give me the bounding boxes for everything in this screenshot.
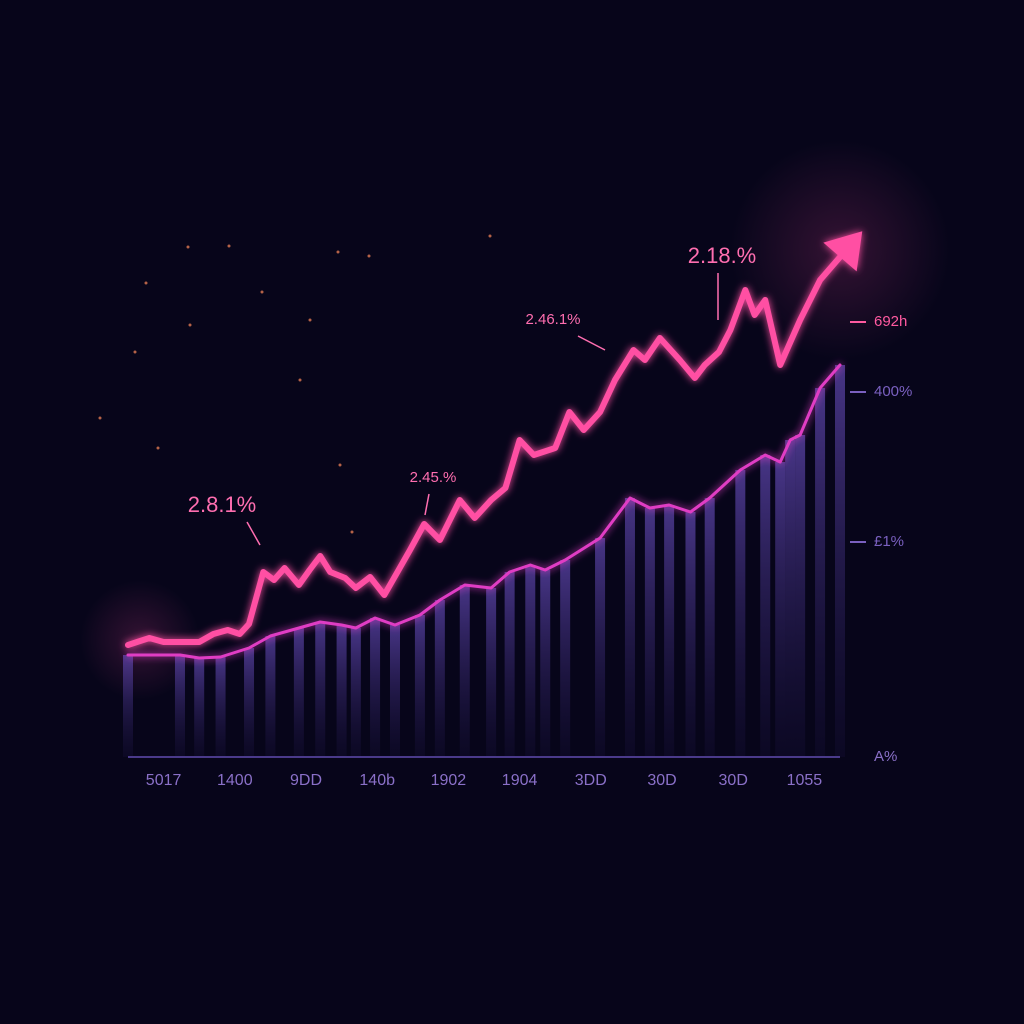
sparkles [98, 234, 492, 534]
column [525, 565, 536, 757]
column [560, 560, 571, 757]
column [414, 615, 425, 757]
annotation: 2.46.1% [525, 311, 580, 328]
x-tick-label: 5017 [146, 772, 182, 789]
column [785, 440, 796, 757]
column [459, 585, 470, 757]
column [595, 538, 606, 757]
column [775, 462, 786, 757]
column [390, 625, 400, 757]
column [815, 388, 826, 757]
column [265, 636, 276, 757]
secondary-line [126, 363, 842, 660]
column [215, 657, 226, 757]
y-tick-label: £1% [874, 533, 904, 550]
y-tick-label: 400% [874, 383, 912, 400]
x-tick-label: 140b [359, 772, 395, 789]
column [434, 600, 445, 757]
annotation-leader [424, 493, 430, 516]
annotation: 2.45.% [410, 469, 457, 486]
column [194, 658, 205, 757]
annotation: 2.8.1% [188, 492, 257, 517]
column [644, 508, 655, 757]
x-tick-label: 1055 [787, 772, 823, 789]
annotations: 2.8.1% 2.45.% 2.46.1% 2.18.% [188, 243, 757, 546]
column [486, 588, 497, 757]
x-tick-label: 9DD [290, 772, 322, 789]
main-line [125, 254, 843, 648]
column [624, 498, 635, 757]
column [293, 628, 304, 757]
column [540, 570, 551, 757]
arrowhead [823, 231, 863, 272]
annotation-leader [577, 335, 606, 351]
column [760, 455, 771, 757]
annotation-leader [246, 521, 261, 546]
column [795, 435, 806, 757]
column [315, 622, 326, 757]
x-tick-label: 1904 [502, 772, 538, 789]
lines [125, 231, 863, 660]
y-tick-label: 692h [874, 313, 907, 330]
column [835, 365, 845, 757]
y-tick-label: A% [874, 748, 897, 765]
column [664, 505, 675, 757]
column [350, 628, 361, 757]
column [504, 572, 515, 757]
column [370, 618, 381, 757]
bars [123, 365, 845, 757]
x-tick-label: 1902 [431, 772, 467, 789]
column [735, 470, 746, 757]
x-tick-label: 30D [719, 772, 748, 789]
column [244, 648, 255, 757]
column [704, 498, 715, 757]
column [174, 655, 185, 757]
column [123, 655, 133, 757]
column [685, 512, 696, 757]
x-tick-label: 1400 [217, 772, 253, 789]
x-tick-label: 3DD [575, 772, 607, 789]
axes: 5017 1400 9DD 140b 1902 1904 3DD 30D 30D 1055 692h… [128, 313, 912, 789]
column [336, 625, 347, 757]
annotation: 2.18.% [688, 243, 757, 268]
x-tick-label: 30D [647, 772, 676, 789]
